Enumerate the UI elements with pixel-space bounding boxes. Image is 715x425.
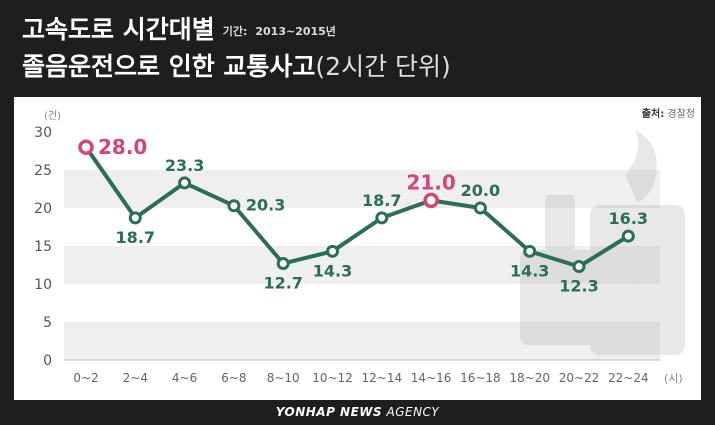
brand-bold: YONHAP NEWS bbox=[275, 405, 383, 419]
x-tick-label: 2~4 bbox=[123, 371, 148, 385]
y-tick-label: 30 bbox=[34, 125, 52, 141]
y-tick-label: 20 bbox=[34, 201, 52, 217]
data-point bbox=[178, 176, 192, 190]
data-label: 20.3 bbox=[246, 196, 285, 215]
data-label: 14.3 bbox=[510, 261, 549, 280]
x-tick-label: 18~20 bbox=[509, 371, 550, 385]
data-point bbox=[473, 201, 487, 215]
data-point bbox=[375, 211, 389, 225]
data-point bbox=[78, 139, 94, 155]
chart-title-line1: 고속도로 시간대별 기간: 2013~2015년 bbox=[22, 10, 336, 46]
x-tick-label: 10~12 bbox=[312, 371, 353, 385]
data-point bbox=[128, 211, 142, 225]
title-text-2: 졸음운전으로 인한 교통사고 bbox=[22, 52, 316, 81]
data-label: 20.0 bbox=[461, 181, 500, 200]
data-label: 16.3 bbox=[609, 209, 648, 228]
period-value: 2013~2015년 bbox=[255, 25, 336, 38]
car-watermark-icon bbox=[520, 130, 685, 355]
data-labels: 28.0 18.7 23.3 20.3 12.7 14.3 18.7 21.0 20.0 14.3… bbox=[98, 135, 648, 295]
y-tick-label: 5 bbox=[43, 315, 52, 331]
data-point bbox=[276, 256, 290, 270]
data-point bbox=[326, 244, 339, 258]
footer-brand: YONHAP NEWS AGENCY bbox=[0, 405, 715, 419]
data-point bbox=[227, 199, 241, 213]
x-axis: 0~2 2~4 4~6 6~8 8~10 10~12 12~14 14~16 16~18 18~2… bbox=[73, 371, 648, 385]
band-2 bbox=[64, 246, 660, 284]
x-tick-label: 0~2 bbox=[73, 371, 98, 385]
x-tick-label: 14~16 bbox=[411, 371, 452, 385]
x-tick-label: 20~22 bbox=[559, 371, 600, 385]
chart-bands bbox=[64, 170, 660, 361]
data-label: 12.3 bbox=[559, 277, 598, 296]
data-point bbox=[621, 229, 635, 243]
data-point bbox=[523, 244, 537, 258]
y-tick-label: 0 bbox=[43, 353, 52, 369]
band-4 bbox=[64, 170, 660, 208]
data-point bbox=[423, 192, 439, 209]
data-label: 23.3 bbox=[165, 156, 204, 175]
source-note: 출처: 경찰청 bbox=[642, 105, 695, 120]
source-label: 출처: bbox=[641, 109, 665, 120]
y-tick-label: 25 bbox=[34, 163, 52, 179]
series-line bbox=[84, 146, 630, 269]
y-axis: 0 5 10 15 20 25 30 bbox=[34, 125, 52, 369]
x-axis-unit: (시) bbox=[664, 372, 683, 385]
x-tick-label: 22~24 bbox=[608, 371, 649, 385]
data-label: 21.0 bbox=[406, 170, 455, 194]
data-points bbox=[78, 139, 635, 274]
data-label: 12.7 bbox=[263, 273, 302, 292]
y-axis-label: (건) bbox=[44, 110, 61, 122]
x-tick-label: 16~18 bbox=[460, 371, 501, 385]
x-tick-label: 12~14 bbox=[362, 371, 403, 385]
chart-title-line2: 졸음운전으로 인한 교통사고(2시간 단위) bbox=[22, 47, 451, 83]
x-tick-label: 4~6 bbox=[172, 371, 197, 385]
period-label: 기간: bbox=[222, 25, 248, 38]
x-tick-label: 6~8 bbox=[221, 371, 246, 385]
y-tick-label: 10 bbox=[34, 277, 52, 293]
data-label: 14.3 bbox=[313, 261, 352, 280]
source-value: 경찰청 bbox=[667, 109, 695, 120]
band-0 bbox=[64, 322, 660, 360]
data-label: 28.0 bbox=[98, 135, 147, 159]
data-label: 18.7 bbox=[116, 228, 155, 247]
title-unit: (2시간 단위) bbox=[315, 52, 451, 81]
data-point bbox=[572, 260, 586, 274]
brand-rest: AGENCY bbox=[382, 405, 440, 419]
data-label: 18.7 bbox=[362, 191, 401, 210]
y-tick-label: 15 bbox=[34, 239, 52, 255]
x-tick-label: 8~10 bbox=[267, 371, 300, 385]
series-polyline bbox=[84, 146, 630, 269]
title-text-1: 고속도로 시간대별 bbox=[22, 15, 215, 44]
